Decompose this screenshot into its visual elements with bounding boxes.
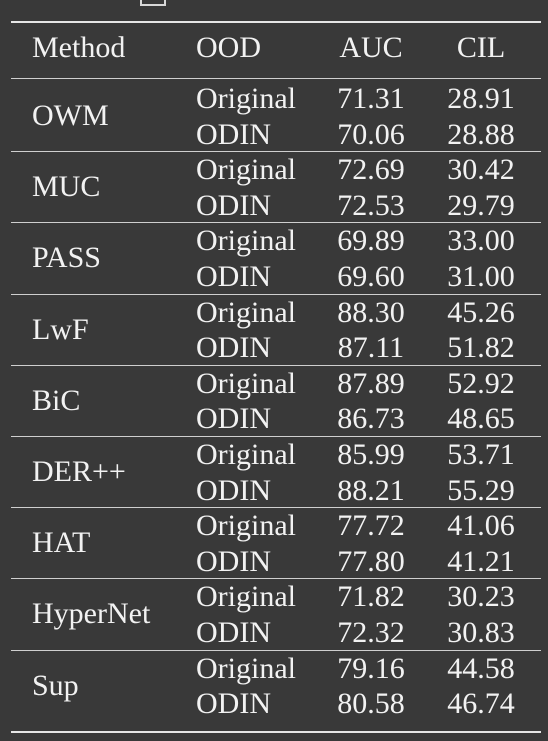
auc-cell: 79.16 xyxy=(337,651,405,685)
cil-cell: 45.26 xyxy=(447,295,515,329)
group-separator xyxy=(11,364,541,366)
ood-cell: ODIN xyxy=(196,117,271,151)
ood-cell: Original xyxy=(196,438,296,471)
auc-cell: 88.30 xyxy=(337,295,405,329)
auc-cell: 77.72 xyxy=(337,509,405,543)
method-cell: Sup xyxy=(32,668,79,702)
auc-cell: 71.82 xyxy=(337,580,405,614)
method-cell: HyperNet xyxy=(32,597,151,631)
cil-cell: 41.21 xyxy=(447,544,515,578)
method-cell: PASS xyxy=(32,241,101,275)
cil-cell: 28.91 xyxy=(447,82,515,115)
auc-cell: 87.11 xyxy=(337,331,405,365)
cil-cell: 41.06 xyxy=(447,509,515,543)
auc-cell: 71.31 xyxy=(337,82,405,115)
ood-cell: Original xyxy=(196,366,296,400)
auc-cell: 72.32 xyxy=(337,615,405,649)
auc-cell: 72.69 xyxy=(337,153,405,187)
group-separator xyxy=(11,649,541,651)
auc-cell: 87.89 xyxy=(337,366,405,400)
cil-cell: 33.00 xyxy=(447,224,515,258)
header-ood: OOD xyxy=(196,31,261,64)
method-cell: BiC xyxy=(32,383,81,417)
header-auc: AUC xyxy=(339,31,403,64)
header-method: Method xyxy=(32,31,126,64)
ood-cell: Original xyxy=(196,224,296,258)
auc-cell: 88.21 xyxy=(337,473,405,507)
method-cell: DER++ xyxy=(32,455,126,488)
table-top-mark xyxy=(140,0,166,6)
ood-cell: Original xyxy=(196,651,296,685)
cil-cell: 46.74 xyxy=(447,687,515,721)
cil-cell: 29.79 xyxy=(447,188,515,222)
ood-cell: ODIN xyxy=(196,544,271,578)
auc-cell: 70.06 xyxy=(337,117,405,151)
method-cell: MUC xyxy=(32,170,101,204)
header-rule xyxy=(11,78,541,79)
auc-cell: 86.73 xyxy=(337,402,405,436)
ood-cell: ODIN xyxy=(196,615,271,649)
group-separator xyxy=(11,436,541,437)
cil-cell: 51.82 xyxy=(447,331,515,365)
ood-cell: Original xyxy=(196,580,296,614)
cil-cell: 30.23 xyxy=(447,580,515,614)
ood-cell: ODIN xyxy=(196,473,271,507)
ood-cell: Original xyxy=(196,509,296,543)
ood-cell: ODIN xyxy=(196,331,271,365)
ood-cell: Original xyxy=(196,295,296,329)
auc-cell: 72.53 xyxy=(337,188,405,222)
ood-cell: ODIN xyxy=(196,259,271,293)
method-cell: LwF xyxy=(32,312,89,346)
ood-cell: Original xyxy=(196,153,296,187)
group-separator xyxy=(11,222,541,224)
ood-cell: Original xyxy=(196,82,296,115)
cil-cell: 28.88 xyxy=(447,117,515,151)
group-separator xyxy=(11,151,541,153)
method-cell: HAT xyxy=(32,526,91,560)
cil-cell: 44.58 xyxy=(447,651,515,685)
cil-cell: 55.29 xyxy=(447,473,515,507)
auc-cell: 77.80 xyxy=(337,544,405,578)
header-cil: CIL xyxy=(456,31,506,64)
table-bottom-rule xyxy=(11,731,541,733)
group-separator xyxy=(11,293,541,295)
auc-cell: 69.60 xyxy=(337,259,405,293)
method-cell: OWM xyxy=(32,99,109,132)
table-top-rule xyxy=(11,21,541,23)
cil-cell: 30.42 xyxy=(447,153,515,187)
auc-cell: 85.99 xyxy=(337,438,405,471)
ood-cell: ODIN xyxy=(196,188,271,222)
auc-cell: 69.89 xyxy=(337,224,405,258)
ood-cell: ODIN xyxy=(196,402,271,436)
group-separator xyxy=(11,578,541,580)
cil-cell: 53.71 xyxy=(447,438,515,471)
cil-cell: 31.00 xyxy=(447,259,515,293)
cil-cell: 52.92 xyxy=(447,366,515,400)
cil-cell: 48.65 xyxy=(447,402,515,436)
cil-cell: 30.83 xyxy=(447,615,515,649)
ood-cell: ODIN xyxy=(196,687,271,721)
group-separator xyxy=(11,507,541,509)
auc-cell: 80.58 xyxy=(337,687,405,721)
